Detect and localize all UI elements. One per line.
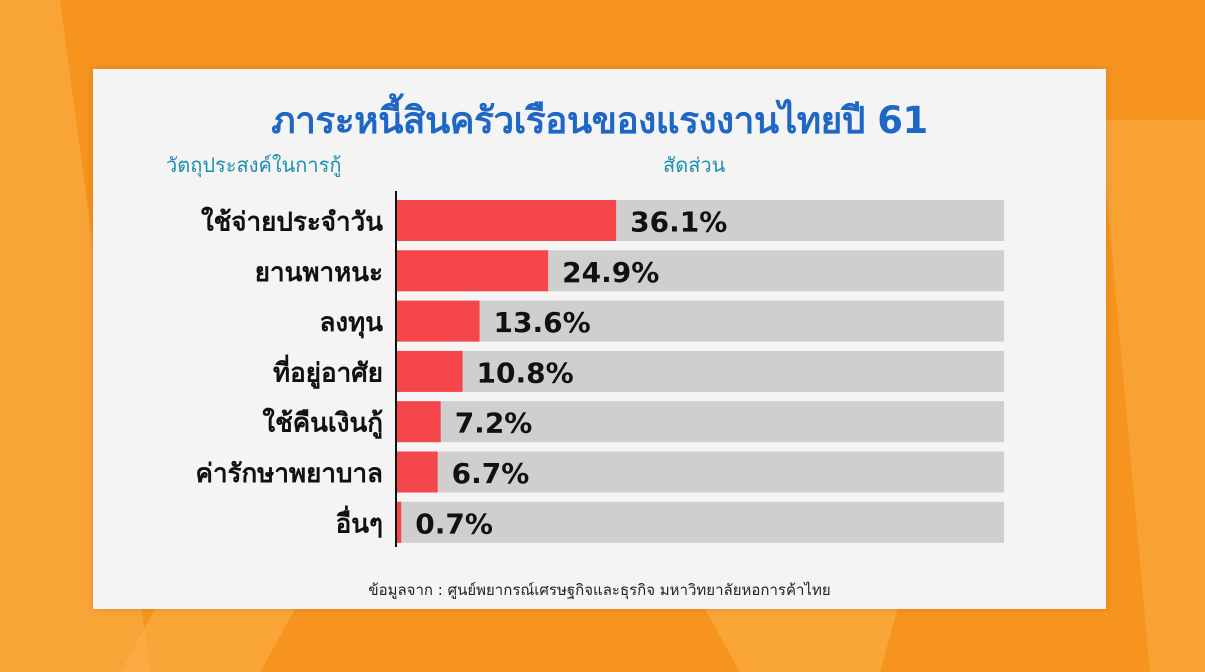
- value-label: 36.1%: [630, 206, 727, 239]
- bar: [397, 401, 441, 443]
- chart-card: ภาระหนี้สินครัวเรือนของแรงงานไทยปี 61 วั…: [93, 69, 1106, 609]
- bar-track: [397, 300, 1004, 342]
- value-label: 24.9%: [562, 256, 659, 289]
- value-label: 13.6%: [494, 306, 591, 339]
- bar: [397, 350, 463, 392]
- value-label: 10.8%: [477, 356, 574, 389]
- source-note: ข้อมูลจาก : ศูนย์พยากรณ์เศรษฐกิจและธุรกิ…: [368, 581, 831, 599]
- bar: [397, 451, 438, 493]
- category-label: ลงทุน: [319, 308, 383, 339]
- bar: [397, 200, 617, 241]
- bars-group: ใช้จ่ายประจำวัน 36.1% ยานพาหนะ 24.9% ลงทุน 13…: [196, 200, 1004, 543]
- chart-title: ภาระหนี้สินครัวเรือนของแรงงานไทยปี 61: [271, 99, 928, 142]
- value-label: 7.2%: [455, 407, 533, 440]
- bar-track: [397, 451, 1004, 493]
- category-label: ค่ารักษาพยาบาล: [196, 459, 383, 489]
- category-label: ใช้คืนเงินกู้: [262, 408, 383, 440]
- category-label: อื่นๆ: [336, 504, 383, 539]
- category-label: ยานพาหนะ: [255, 258, 383, 288]
- bar: [397, 300, 480, 342]
- bar: [397, 501, 402, 543]
- category-label: ใช้จ่ายประจำวัน: [201, 207, 383, 238]
- bar-track: [397, 401, 1004, 443]
- value-label: 0.7%: [415, 507, 493, 540]
- bar-chart: ใช้จ่ายประจำวัน 36.1% ยานพาหนะ 24.9% ลงทุน 13…: [196, 191, 1004, 547]
- category-label: ที่อยู่อาศัย: [273, 353, 383, 389]
- value-label: 6.7%: [452, 457, 530, 490]
- column-heading-purpose: วัตถุประสงค์ในการกู้: [166, 153, 342, 177]
- column-heading-share: สัดส่วน: [663, 153, 726, 177]
- bar-track: [397, 350, 1004, 392]
- bar: [397, 250, 549, 292]
- bar-track: [397, 501, 1004, 543]
